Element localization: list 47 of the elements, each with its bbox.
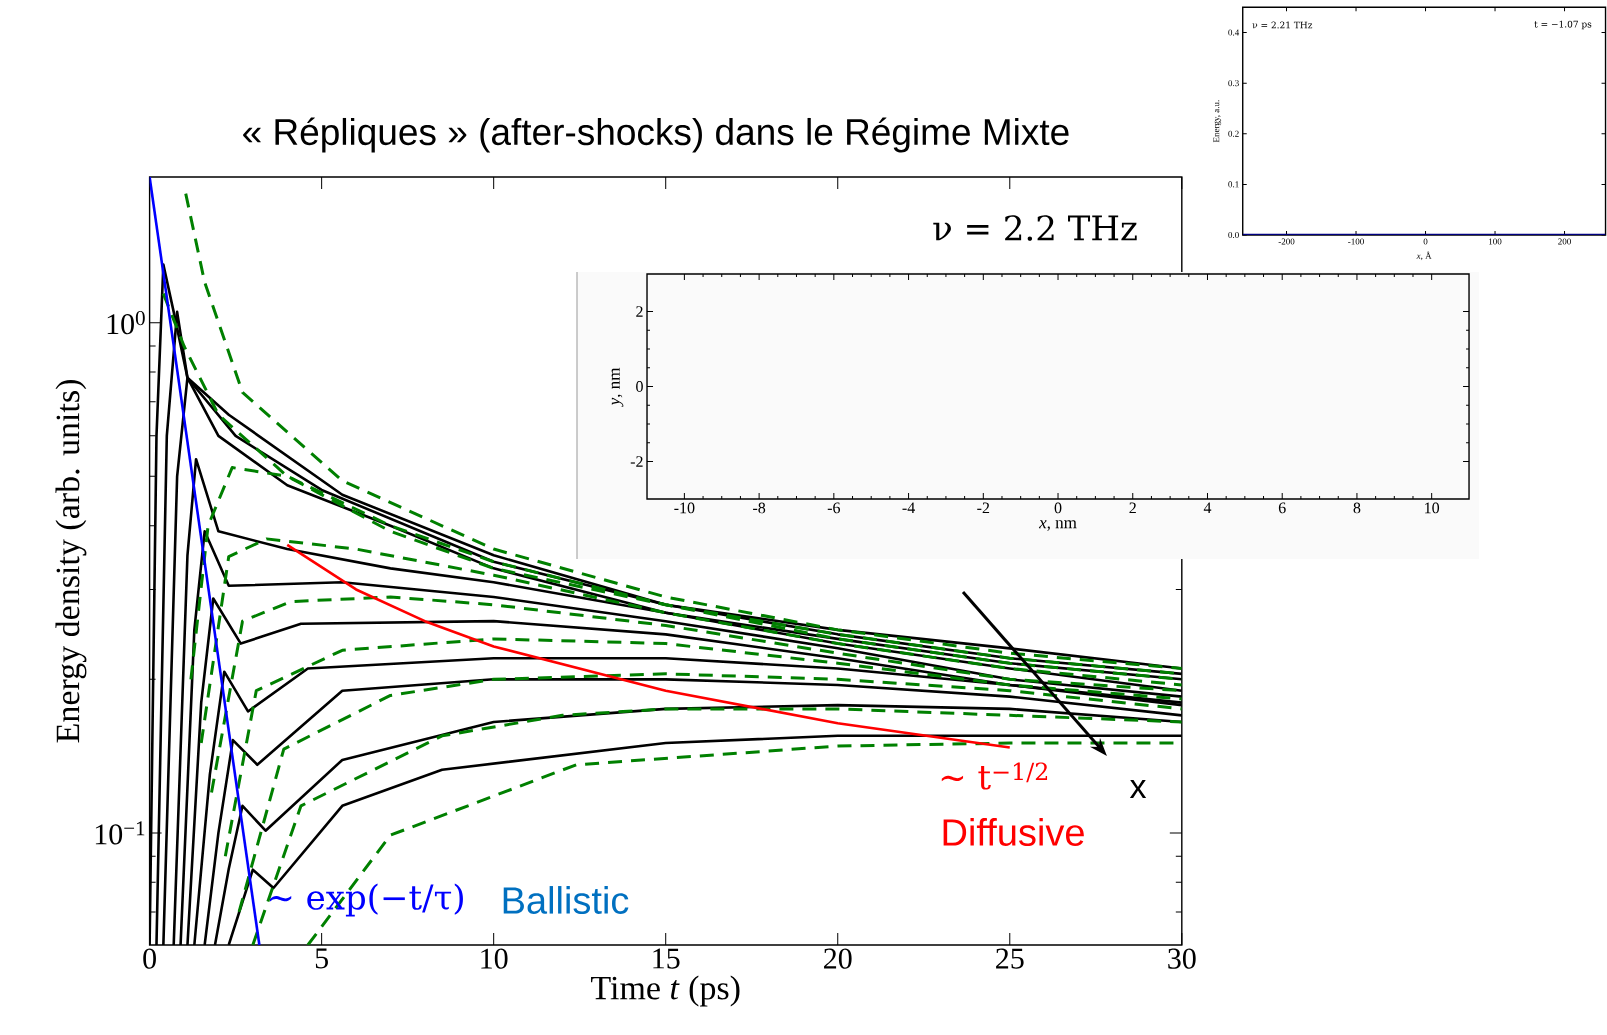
annotation: Ballistic xyxy=(503,886,629,914)
y-axis-title: Energy, a.u. xyxy=(1213,100,1222,143)
annotation: x xyxy=(1129,780,1147,798)
x-tick-label: 5 xyxy=(315,948,328,969)
x-tick-label: 0 xyxy=(1423,238,1428,245)
y-tick-label: 0.0 xyxy=(1228,231,1239,239)
annotation: ∼ t$^{−1/2}$ xyxy=(941,762,1048,790)
chart-title: « Répliques » (after-shocks) dans le Régime Mixte xyxy=(243,117,1069,153)
annotation: t = −1.07 ps xyxy=(1534,20,1592,30)
y-tick-label: 10$^{0}$ xyxy=(107,311,145,335)
x-tick-label: 0 xyxy=(1054,502,1062,514)
x-tick-label: 25 xyxy=(996,948,1024,969)
x-tick-label: -2 xyxy=(977,502,990,514)
x-tick-label: -8 xyxy=(753,502,766,514)
x-tick-label: 4 xyxy=(1203,502,1212,514)
x-tick-label: -200 xyxy=(1278,238,1295,245)
y-tick-label: 2 xyxy=(636,306,643,317)
x-tick-label: -6 xyxy=(827,502,841,514)
x-tick-label: -4 xyxy=(902,502,915,514)
y-tick-label: 0.1 xyxy=(1228,181,1239,188)
annotation: ∼ exp(−t/τ) xyxy=(269,883,463,917)
annotation: ν = 2.21 THz xyxy=(1252,21,1313,29)
y-tick-label: 10$^{−1}$ xyxy=(95,821,145,845)
x-axis-title: Time t (ps) xyxy=(591,975,740,1007)
x-tick-label: 100 xyxy=(1489,238,1502,245)
x-tick-label: 20 xyxy=(824,948,852,969)
annotation: Diffusive xyxy=(943,818,1084,846)
x-tick-label: 200 xyxy=(1558,238,1571,245)
x-tick-label: 10 xyxy=(1425,502,1440,514)
y-tick-label: 0 xyxy=(636,381,643,392)
y-axis-title: y, nm xyxy=(611,367,624,407)
x-tick-label: 10 xyxy=(481,948,508,969)
x-tick-label: 30 xyxy=(1168,948,1196,969)
y-tick-label: -2 xyxy=(630,456,643,467)
y-tick-label: 0.2 xyxy=(1228,130,1239,137)
x-tick-label: 8 xyxy=(1353,502,1361,514)
y-axis-title: Energy density (arb. units) xyxy=(55,380,87,743)
x-tick-label: 15 xyxy=(653,948,680,969)
x-axis-title: x, nm xyxy=(1038,520,1077,531)
x-tick-label: 2 xyxy=(1129,502,1136,514)
x-tick-label: 6 xyxy=(1278,502,1286,514)
x-tick-label: -100 xyxy=(1348,238,1364,245)
x-tick-label: -10 xyxy=(674,502,695,514)
y-tick-label: 0.4 xyxy=(1228,29,1240,36)
y-tick-label: 0.3 xyxy=(1228,80,1239,87)
annotation: ν = 2.2 THz xyxy=(933,215,1137,241)
x-axis-title: x, Å xyxy=(1416,251,1432,261)
